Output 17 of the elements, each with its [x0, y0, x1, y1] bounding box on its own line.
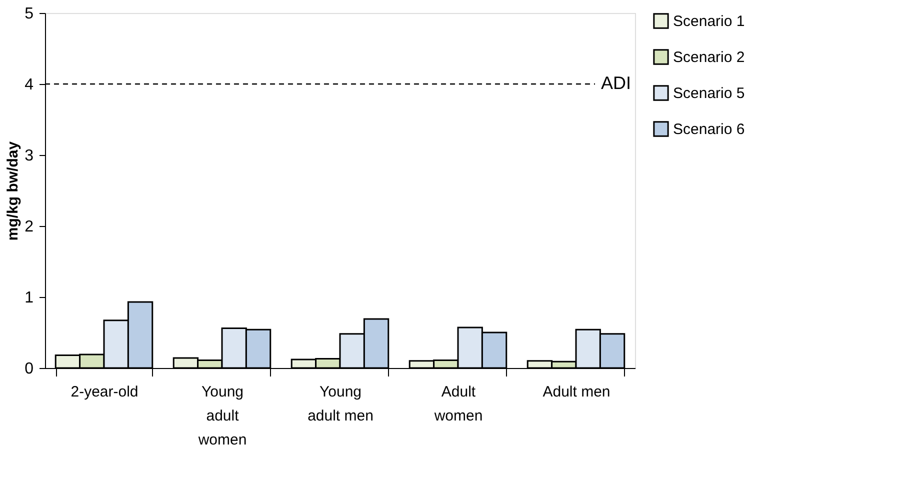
ref-line-label: ADI — [601, 73, 632, 93]
y-tick-label: 4 — [24, 76, 34, 94]
y-tick-label: 3 — [24, 148, 34, 164]
legend-label: Scenario 2 — [673, 49, 745, 66]
y-tick-label: 2 — [24, 218, 34, 236]
x-tick-label: Adult men — [542, 384, 610, 400]
y-tick-label: 1 — [24, 290, 34, 306]
x-tick-label: Young adult men — [308, 384, 374, 424]
y-tick-label: 5 — [24, 6, 34, 22]
y-tick-label: 0 — [24, 360, 34, 378]
legend-label: Scenario 6 — [673, 121, 745, 138]
y-axis-title: mg/kg bw/day — [4, 140, 22, 241]
legend-label: Scenario 1 — [673, 13, 745, 30]
legend-label: Scenario 5 — [673, 85, 745, 102]
x-tick-label: Adult women — [433, 384, 483, 424]
x-tick-label: Young adult women — [197, 384, 247, 448]
x-tick-label: 2-year-old — [70, 384, 138, 400]
